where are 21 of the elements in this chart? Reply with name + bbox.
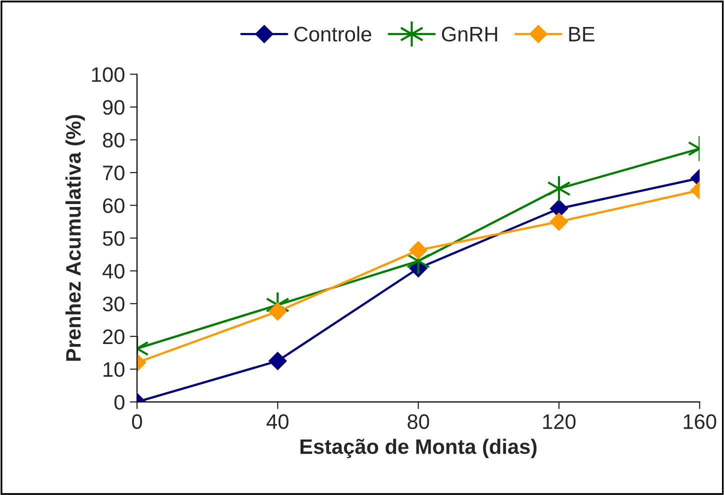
x-tick-label: 40 <box>266 414 288 430</box>
y-tick-label: 0 <box>114 394 124 410</box>
y-axis-title: Prenhez Acumulativa (%) <box>65 115 85 361</box>
legend-label: BE <box>569 27 594 42</box>
x-axis-title: Estação de Monta (dias) <box>300 438 537 458</box>
y-tick-label: 40 <box>102 264 124 279</box>
y-tick-label: 60 <box>103 198 124 214</box>
y-tick-label: 20 <box>103 329 124 344</box>
y-tick-label: 70 <box>103 166 124 180</box>
legend-label: Controle <box>294 26 372 42</box>
y-tick-label: 90 <box>103 100 124 115</box>
y-tick-label: 80 <box>102 132 124 148</box>
y-tick-label: 30 <box>102 296 124 312</box>
y-tick-label: 50 <box>102 231 124 246</box>
y-tick-label: 100 <box>92 67 124 82</box>
legend-label: GnRH <box>442 26 498 42</box>
x-tick-label: 0 <box>132 414 142 430</box>
x-tick-label: 120 <box>543 414 576 430</box>
y-tick-label: 10 <box>104 362 124 377</box>
x-tick-label: 160 <box>684 414 716 430</box>
x-tick-label: 80 <box>408 414 430 430</box>
